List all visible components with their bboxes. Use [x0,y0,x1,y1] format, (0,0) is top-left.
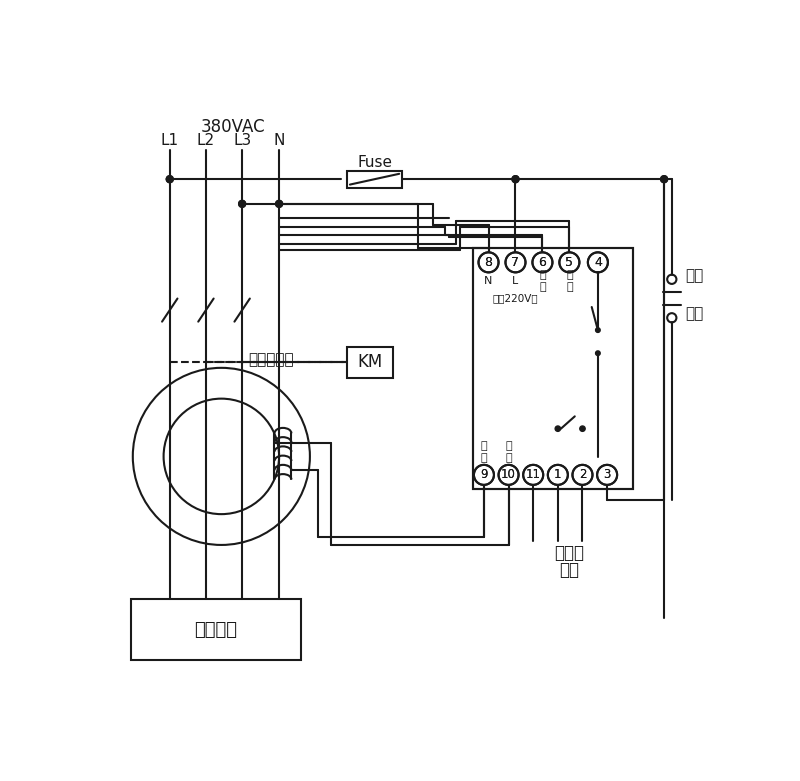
Text: 电源220V～: 电源220V～ [492,294,538,304]
Circle shape [166,176,174,183]
Circle shape [661,176,667,183]
Text: N: N [274,134,285,148]
Circle shape [166,176,174,183]
Text: 2: 2 [578,469,586,481]
Circle shape [555,426,561,431]
Text: 6: 6 [538,256,546,269]
Text: 试
验: 试 验 [539,270,546,291]
Text: 试
验: 试 验 [566,270,573,291]
Circle shape [512,176,519,183]
Text: N: N [484,276,493,286]
Text: 8: 8 [485,256,493,269]
Text: 5: 5 [566,256,574,269]
Text: 5: 5 [566,256,574,269]
Text: 2: 2 [578,469,586,481]
Text: 4: 4 [594,256,602,269]
Text: 4: 4 [594,256,602,269]
Text: 1: 1 [554,469,562,481]
Circle shape [661,176,667,183]
Text: 接声光: 接声光 [554,544,584,562]
Text: 6: 6 [538,256,546,269]
Circle shape [595,351,600,355]
Text: 开关: 开关 [686,306,704,322]
Text: 11: 11 [526,469,541,481]
Text: 报警: 报警 [559,561,579,579]
Circle shape [276,201,282,207]
Circle shape [580,426,585,431]
Text: 9: 9 [480,469,488,481]
Text: KM: KM [358,354,382,372]
Text: 零序互感器: 零序互感器 [249,353,294,368]
Text: 10: 10 [501,469,516,481]
Text: L1: L1 [161,134,179,148]
Text: L3: L3 [233,134,251,148]
Bar [473,248,634,489]
Text: 3: 3 [603,469,611,481]
Text: 1: 1 [554,469,562,481]
Text: 信
号: 信 号 [481,441,487,462]
Circle shape [276,201,282,207]
Text: 自锁: 自锁 [686,268,704,283]
Text: 信
号: 信 号 [506,441,512,462]
Text: 3: 3 [603,469,611,481]
Text: 9: 9 [480,469,488,481]
Bar [347,347,393,378]
Text: Fuse: Fuse [357,155,392,169]
Circle shape [595,328,600,333]
Text: L2: L2 [197,134,215,148]
Text: 7: 7 [511,256,519,269]
Text: 380VAC: 380VAC [201,118,265,136]
Text: 11: 11 [526,469,541,481]
Text: 8: 8 [485,256,493,269]
Circle shape [238,201,246,207]
Text: 10: 10 [501,469,516,481]
Text: 7: 7 [511,256,519,269]
Bar [131,599,301,661]
Circle shape [238,201,246,207]
Text: 用户设备: 用户设备 [194,621,238,639]
Circle shape [512,176,519,183]
Bar [473,248,634,489]
Bar [347,171,402,187]
Text: L: L [512,276,518,286]
